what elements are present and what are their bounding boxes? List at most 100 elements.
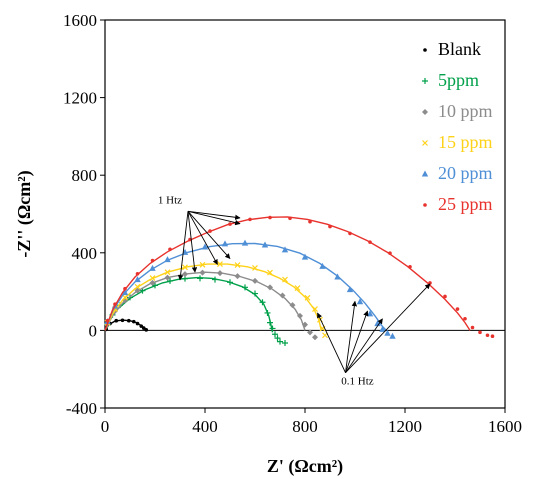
data-point — [126, 318, 131, 323]
data-point — [264, 309, 271, 316]
data-point — [272, 331, 278, 338]
annotation-arrow — [345, 283, 431, 374]
data-point — [297, 312, 303, 319]
data-point — [149, 279, 156, 286]
legend-label-1: 5ppm — [438, 70, 479, 90]
data-point — [120, 318, 125, 323]
data-point — [384, 329, 391, 336]
annotation-layer: 1 Htz 0.1 Htz — [158, 194, 431, 388]
data-point — [182, 271, 188, 278]
series-layer — [104, 215, 495, 347]
data-point — [268, 215, 272, 220]
series-5 — [104, 215, 495, 339]
data-point — [150, 258, 155, 263]
data-point — [217, 261, 223, 267]
data-point — [334, 273, 341, 280]
annotation-label-0: 1 Htz — [158, 194, 182, 206]
data-point — [304, 294, 311, 301]
annotation-arrow — [177, 211, 189, 281]
y-tick-label: 400 — [72, 244, 98, 263]
data-point — [123, 286, 127, 291]
data-point — [423, 48, 427, 52]
data-point — [289, 302, 296, 309]
annotation-arrow — [187, 211, 231, 260]
data-point — [259, 299, 266, 306]
x-tick-label: 1600 — [488, 417, 522, 436]
data-point — [241, 239, 249, 246]
data-point — [134, 276, 141, 283]
data-point — [312, 306, 318, 312]
annotation-arrow — [317, 312, 346, 373]
data-point — [122, 294, 128, 301]
data-point — [199, 261, 206, 268]
annotation-label-1: 0.1 Htz — [341, 376, 374, 388]
data-point — [388, 251, 392, 255]
y-tick-label: 1600 — [63, 11, 97, 30]
data-point — [348, 231, 352, 236]
data-point — [208, 229, 212, 233]
data-point — [152, 282, 158, 289]
data-point — [282, 276, 288, 283]
data-point — [252, 290, 258, 297]
fit-line-2 — [104, 271, 306, 331]
data-point — [121, 289, 129, 296]
data-point — [463, 316, 467, 321]
legend-label-4: 20 ppm — [438, 163, 493, 183]
data-point — [164, 256, 171, 263]
data-point — [242, 284, 248, 291]
data-point — [312, 334, 318, 341]
data-point — [485, 333, 490, 338]
data-point — [149, 275, 156, 281]
data-point — [379, 325, 386, 332]
data-point — [279, 292, 286, 299]
data-point — [267, 269, 273, 276]
y-tick-label: 0 — [89, 321, 98, 340]
data-point — [374, 320, 381, 327]
data-point — [135, 271, 140, 276]
data-point — [141, 326, 146, 330]
y-tick-label: 800 — [72, 166, 98, 185]
annotation-arrow — [345, 310, 369, 373]
data-point — [212, 276, 218, 283]
data-point — [478, 330, 482, 335]
annotation-0: 1 Htz — [158, 194, 241, 281]
data-point — [308, 219, 312, 224]
data-point — [356, 298, 364, 305]
legend: Blank 5ppm 10 ppm 15 ppm 20 ppm 25 ppm — [421, 39, 493, 214]
data-point — [248, 217, 252, 222]
data-point — [197, 275, 203, 282]
data-point — [302, 321, 308, 328]
data-point — [131, 319, 136, 324]
series-0 — [104, 318, 149, 332]
data-point — [274, 335, 281, 342]
data-point — [346, 286, 354, 293]
data-point — [301, 253, 309, 260]
data-point — [307, 329, 313, 336]
fit-line-3 — [104, 263, 322, 331]
data-point — [113, 302, 117, 307]
y-tick-label: 1200 — [63, 89, 97, 108]
legend-label-2: 10 ppm — [438, 101, 493, 121]
fit-line-1 — [104, 276, 274, 333]
data-point — [282, 340, 288, 347]
annotation-arrow — [345, 318, 383, 373]
data-point — [134, 287, 141, 294]
data-point — [227, 279, 233, 286]
data-point — [182, 264, 188, 271]
annotation-arrow — [345, 300, 358, 373]
data-point — [322, 332, 328, 339]
data-point — [490, 334, 495, 339]
data-point — [423, 203, 427, 207]
data-point — [139, 324, 144, 328]
data-point — [167, 277, 173, 284]
data-point — [168, 247, 172, 252]
data-point — [144, 328, 149, 332]
data-point — [149, 264, 156, 271]
fit-line-5 — [104, 216, 471, 331]
data-point — [234, 273, 241, 280]
data-point — [277, 338, 283, 345]
series-3 — [104, 261, 328, 339]
annotation-arrow — [187, 211, 198, 273]
